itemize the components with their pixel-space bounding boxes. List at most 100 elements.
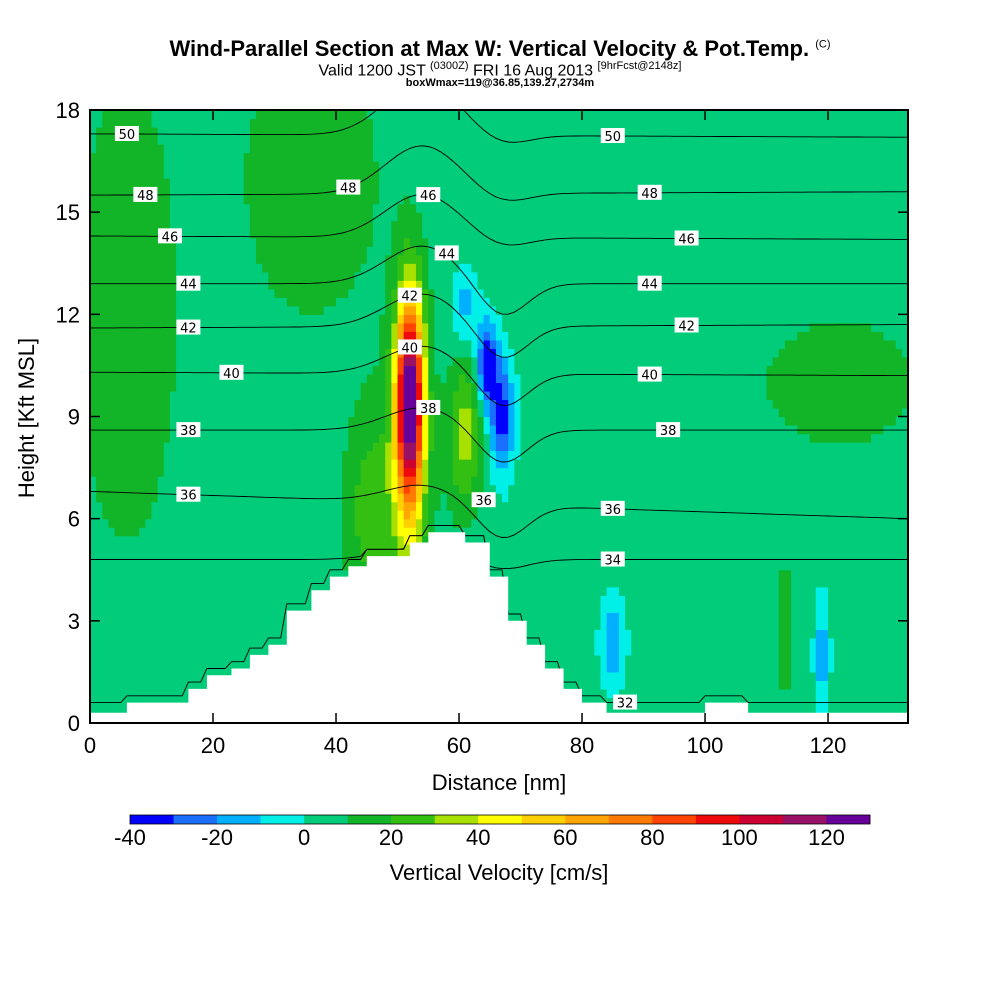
velocity-cell — [182, 663, 190, 673]
velocity-cell — [194, 203, 202, 213]
velocity-cell — [489, 110, 497, 120]
velocity-cell — [292, 399, 300, 409]
velocity-cell — [163, 373, 171, 384]
velocity-cell — [225, 254, 233, 264]
velocity-cell — [422, 229, 429, 239]
velocity-cell — [108, 646, 116, 656]
velocity-cell — [139, 246, 146, 256]
velocity-cell — [317, 552, 325, 562]
velocity-cell — [446, 527, 454, 537]
velocity-cell — [188, 288, 196, 298]
velocity-cell — [231, 288, 239, 298]
velocity-cell — [249, 467, 257, 477]
velocity-cell — [206, 212, 214, 222]
velocity-cell — [90, 280, 97, 290]
velocity-cell — [354, 348, 362, 358]
velocity-cell — [397, 510, 405, 520]
velocity-cell — [213, 433, 220, 443]
velocity-cell — [90, 127, 97, 137]
velocity-cell — [182, 178, 190, 188]
velocity-cell — [108, 263, 116, 273]
velocity-cell — [90, 518, 97, 528]
velocity-cell — [188, 595, 196, 605]
velocity-cell — [311, 152, 319, 162]
velocity-cell — [311, 365, 319, 375]
velocity-cell — [366, 501, 374, 511]
velocity-cell — [108, 144, 116, 154]
velocity-cell — [206, 654, 214, 664]
velocity-cell — [163, 365, 171, 375]
velocity-cell — [157, 501, 165, 511]
velocity-cell — [366, 305, 374, 315]
velocity-cell — [169, 442, 177, 452]
velocity-cell — [446, 144, 454, 154]
velocity-cell — [385, 305, 392, 315]
velocity-cell — [163, 339, 171, 349]
velocity-cell — [372, 322, 380, 332]
velocity-cell — [342, 348, 349, 358]
velocity-cell — [268, 535, 276, 545]
velocity-cell — [471, 288, 479, 298]
velocity-cell — [366, 331, 374, 341]
velocity-cell — [348, 510, 356, 520]
velocity-cell — [502, 144, 509, 154]
velocity-cell — [348, 339, 356, 349]
velocity-cell — [434, 356, 442, 367]
velocity-cell — [385, 195, 392, 205]
velocity-cell — [169, 501, 177, 511]
velocity-cell — [459, 288, 466, 298]
velocity-cell — [336, 322, 343, 332]
velocity-cell — [446, 212, 454, 222]
velocity-cell — [415, 501, 423, 511]
velocity-cell — [422, 178, 429, 188]
velocity-cell — [311, 331, 319, 341]
velocity-cell — [366, 178, 374, 188]
velocity-cell — [145, 646, 153, 656]
velocity-cell — [483, 484, 491, 494]
velocity-cell — [446, 271, 454, 281]
velocity-cell — [231, 442, 239, 452]
velocity-cell — [428, 450, 436, 460]
velocity-cell — [114, 229, 122, 239]
velocity-cell — [422, 220, 429, 230]
velocity-cell — [206, 425, 214, 435]
velocity-cell — [133, 161, 140, 171]
velocity-cell — [286, 510, 294, 520]
velocity-cell — [249, 331, 257, 341]
velocity-cell — [96, 612, 103, 622]
velocity-cell — [379, 382, 386, 392]
velocity-cell — [96, 280, 103, 290]
velocity-cell — [446, 356, 454, 367]
velocity-cell — [120, 110, 128, 120]
velocity-cell — [354, 544, 362, 554]
velocity-cell — [409, 416, 417, 426]
velocity-cell — [225, 237, 233, 247]
velocity-cell — [182, 586, 190, 596]
velocity-cell — [231, 220, 239, 230]
velocity-cell — [311, 450, 319, 460]
velocity-cell — [336, 348, 343, 358]
velocity-cell — [163, 663, 171, 673]
velocity-cell — [292, 127, 300, 137]
velocity-cell — [385, 288, 392, 298]
velocity-cell — [231, 561, 239, 571]
velocity-cell — [391, 407, 399, 418]
velocity-cell — [434, 373, 442, 384]
velocity-cell — [360, 152, 368, 162]
velocity-cell — [336, 518, 343, 528]
velocity-cell — [385, 263, 392, 273]
velocity-cell — [176, 467, 183, 477]
velocity-cell — [280, 399, 288, 409]
velocity-cell — [90, 612, 97, 622]
velocity-cell — [169, 263, 177, 273]
velocity-cell — [274, 373, 282, 384]
velocity-cell — [268, 637, 276, 647]
velocity-cell — [354, 339, 362, 349]
velocity-cell — [96, 322, 103, 332]
velocity-cell — [108, 527, 116, 537]
velocity-cell — [342, 288, 349, 298]
velocity-cell — [145, 425, 153, 435]
velocity-cell — [206, 510, 214, 520]
velocity-cell — [311, 552, 319, 562]
velocity-cell — [403, 152, 411, 162]
